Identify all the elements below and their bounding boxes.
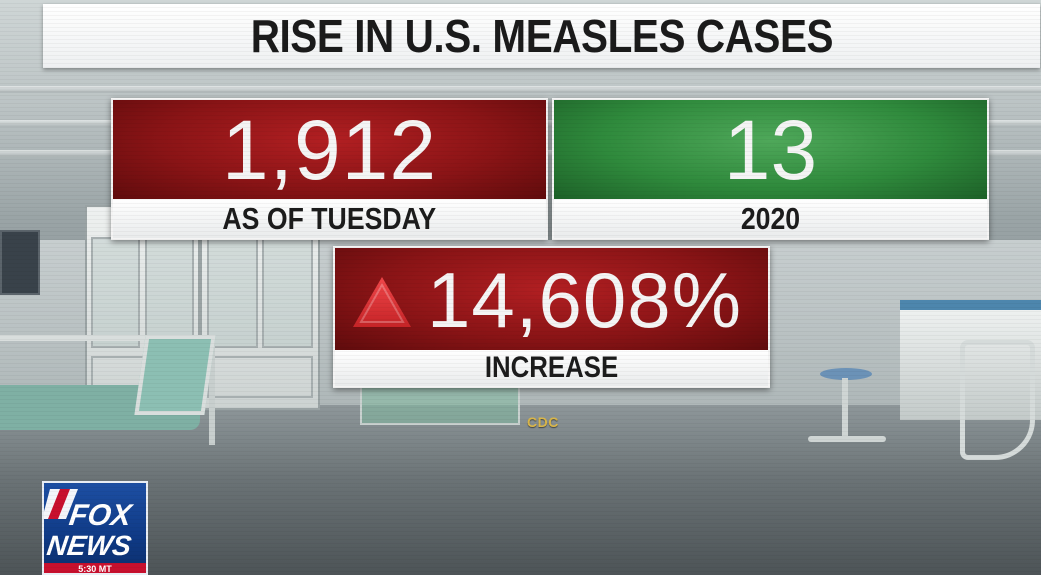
logo-text-line2: NEWS xyxy=(45,530,134,561)
stool-leg xyxy=(842,378,848,438)
stool-base xyxy=(808,436,886,442)
triangle-up-icon xyxy=(351,275,413,329)
floor xyxy=(0,405,1041,575)
stat-value-change: 14,608% xyxy=(427,255,742,344)
stat-value-current: 1,912 xyxy=(221,103,438,197)
ceiling-beam xyxy=(0,86,1041,93)
stat-label-panel: INCREASE xyxy=(335,350,768,386)
stat-label-panel: AS OF TUESDAY xyxy=(113,199,546,238)
stat-card-baseline: 13 2020 xyxy=(552,98,989,240)
stat-label-change: INCREASE xyxy=(484,351,619,384)
wall-panel xyxy=(0,230,40,295)
stat-value-panel: 1,912 xyxy=(113,100,546,201)
stat-value-panel: 14,608% xyxy=(335,248,768,352)
hospital-bed-frame xyxy=(0,335,215,445)
stat-card-change: 14,608% INCREASE xyxy=(333,246,770,388)
headline: RISE IN U.S. MEASLES CASES xyxy=(250,10,833,62)
stat-label-current: AS OF TUESDAY xyxy=(222,200,437,236)
stool-seat xyxy=(820,368,872,380)
hospital-bed-back xyxy=(134,335,216,415)
logo-clock: 5:30 MT xyxy=(78,564,112,573)
logo-text-line1: FOX xyxy=(67,499,135,532)
source-credit: CDC xyxy=(527,414,559,430)
stat-card-current: 1,912 AS OF TUESDAY xyxy=(111,98,548,240)
stat-label-panel: 2020 xyxy=(554,199,987,238)
stat-value-baseline: 13 xyxy=(723,103,818,197)
stat-value-panel: 13 xyxy=(554,100,987,201)
stat-label-baseline: 2020 xyxy=(740,200,801,236)
title-bar: RISE IN U.S. MEASLES CASES xyxy=(43,4,1040,68)
wheelchair xyxy=(960,340,1035,460)
fox-news-logo: FOX NEWS 5:30 MT xyxy=(42,481,148,575)
